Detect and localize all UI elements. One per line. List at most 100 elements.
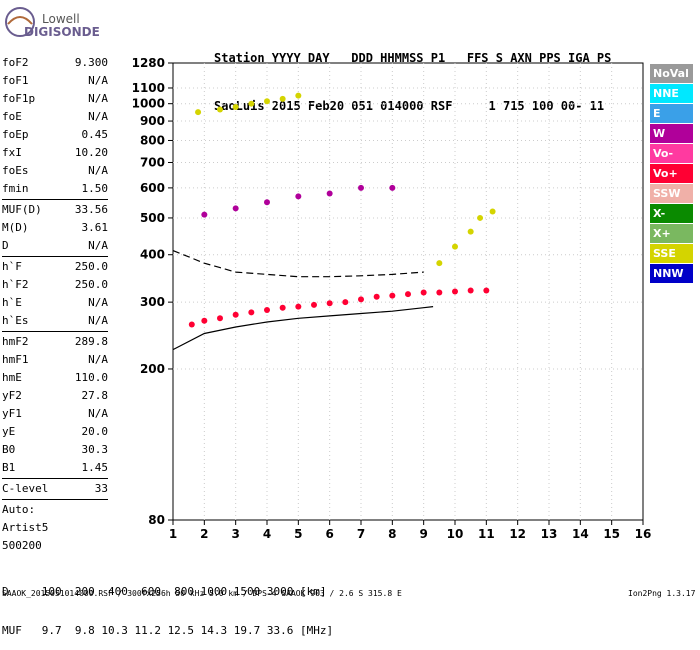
scatter-point (358, 296, 364, 303)
scaled-parameters-panel: foF2 9.300 foF1 N/A foF1p N/A foE N/A foEp 0.45 fx… (2, 54, 108, 555)
scatter-point (295, 92, 302, 99)
param-name: Artist5 (2, 521, 49, 534)
scatter-point (477, 214, 484, 221)
param-row: hmF2 289.8 (2, 333, 108, 351)
scatter-point (217, 106, 223, 113)
param-row: foF1p N/A (2, 90, 108, 108)
param-value: 1.50 (81, 182, 109, 195)
param-row: Auto: (2, 501, 108, 519)
scatter-point (295, 303, 302, 310)
param-row: foEp 0.45 (2, 126, 108, 144)
param-row: B0 30.3 (2, 441, 108, 459)
scatter-point (326, 190, 333, 197)
scatter-point (467, 287, 474, 294)
param-value: 10.20 (74, 146, 108, 159)
x-tick-label: 3 (231, 527, 239, 541)
param-name: h`F2 (2, 278, 29, 291)
param-value: N/A (88, 239, 108, 252)
param-row: h`E N/A (2, 294, 108, 312)
param-value: 20.0 (81, 425, 109, 438)
y-tick-label: 400 (140, 248, 165, 262)
x-tick-label: 2 (200, 527, 208, 541)
scatter-point (264, 98, 270, 105)
param-separator (2, 478, 108, 479)
param-name: M(D) (2, 221, 29, 234)
param-name: yF2 (2, 389, 22, 402)
x-tick-label: 4 (263, 527, 271, 541)
plot-frame (172, 62, 644, 521)
reflection-trace (172, 250, 424, 278)
param-value: 1.45 (81, 461, 109, 474)
param-row: B1 1.45 (2, 459, 108, 477)
x-tick-label: 5 (294, 527, 302, 541)
param-value: N/A (88, 314, 108, 327)
param-row: h`Es N/A (2, 312, 108, 330)
legend-item: Vo- (650, 144, 693, 163)
legend-item: NNE (650, 84, 693, 103)
scatter-point (188, 321, 195, 328)
header-labels: Station YYYY DAY DDD HHMMSS P1 FFS S AXN… (214, 51, 612, 65)
scatter-point (405, 291, 411, 298)
param-value: N/A (88, 353, 108, 366)
param-value: N/A (88, 74, 108, 87)
param-separator (2, 499, 108, 500)
param-name: foF1 (2, 74, 29, 87)
param-name: foF2 (2, 56, 29, 69)
param-value: 27.8 (81, 389, 109, 402)
param-row: foE N/A (2, 108, 108, 126)
scatter-point (373, 293, 380, 300)
scatter-point (389, 184, 396, 191)
muf-table-distance-row: D 100 200 400 600 800 1000 1500 3000 [km… (2, 585, 327, 598)
scatter-point (217, 315, 223, 322)
scatter-point (264, 307, 270, 314)
param-row: D N/A (2, 237, 108, 255)
profile-trace (172, 306, 434, 351)
legend-item: W (650, 124, 693, 143)
scatter-point (436, 260, 443, 267)
y-tick-label: 300 (140, 295, 165, 309)
muf-table: D 100 200 400 600 800 1000 1500 3000 [km… (2, 559, 333, 650)
legend-item: NNW (650, 264, 693, 283)
param-name: fxI (2, 146, 22, 159)
param-name: h`E (2, 296, 22, 309)
param-value: 9.300 (74, 56, 108, 69)
param-row: yF1 N/A (2, 405, 108, 423)
x-tick-label: 7 (357, 527, 365, 541)
muf-table-muf-row: MUF 9.7 9.8 10.3 11.2 12.5 14.3 19.7 33.… (2, 624, 334, 637)
param-name: yF1 (2, 407, 22, 420)
logo-text-lowell: Lowell (42, 12, 80, 26)
scatter-point (467, 228, 474, 235)
param-name: Auto: (2, 503, 36, 516)
y-tick-label: 200 (140, 362, 165, 376)
x-tick-label: 15 (603, 527, 620, 541)
param-row: 500200 (2, 537, 108, 555)
y-tick-label: 500 (140, 211, 165, 225)
param-name: hmE (2, 371, 22, 384)
y-tick-label: 800 (140, 133, 165, 147)
param-row: fmin 1.50 (2, 180, 108, 198)
x-tick-label: 11 (478, 527, 495, 541)
param-name: D (2, 239, 9, 252)
y-tick-label: 1000 (132, 97, 165, 111)
param-row: h`F 250.0 (2, 258, 108, 276)
param-row: M(D) 3.61 (2, 219, 108, 237)
scatter-point (295, 193, 302, 200)
scatter-point (342, 299, 349, 306)
file-info-footer: SAAOK_2015051014000.RSF / 300fx256h 50 k… (2, 589, 402, 598)
param-name: foF1p (2, 92, 36, 105)
y-tick-label: 80 (148, 513, 165, 527)
param-name: h`Es (2, 314, 29, 327)
scatter-point (420, 289, 427, 296)
param-value: 289.8 (74, 335, 108, 348)
param-name: hmF1 (2, 353, 29, 366)
param-separator (2, 256, 108, 257)
param-row: foEs N/A (2, 162, 108, 180)
param-name: foEp (2, 128, 29, 141)
legend-item: Vo+ (650, 164, 693, 183)
param-value: 110.0 (74, 371, 108, 384)
param-name: fmin (2, 182, 29, 195)
param-name: foE (2, 110, 22, 123)
param-row: h`F2 250.0 (2, 276, 108, 294)
scatter-point (232, 104, 239, 111)
param-value: N/A (88, 164, 108, 177)
